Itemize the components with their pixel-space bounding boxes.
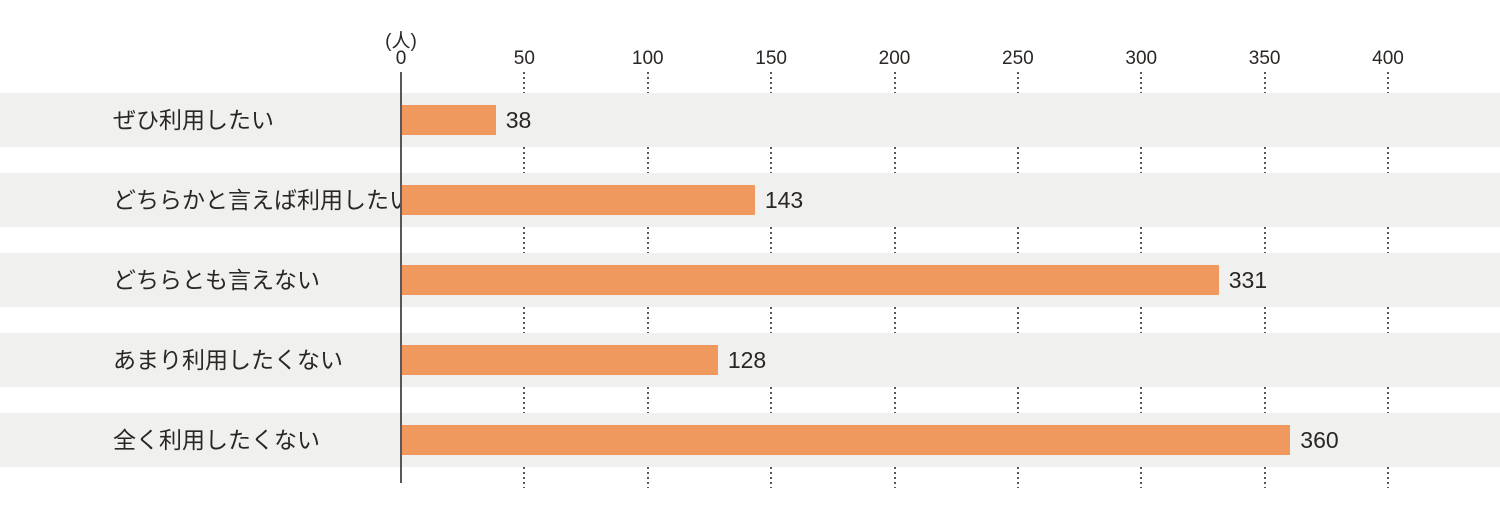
x-tick-label: 150 (755, 48, 787, 69)
row-band: ぜひ利用したい 38 (0, 93, 1500, 147)
row-band: どちらとも言えない 331 (0, 253, 1500, 307)
value-label: 360 (1300, 427, 1339, 453)
axis-unit-label: (人) (385, 31, 417, 52)
x-tick-label: 0 (395, 48, 407, 69)
bar (402, 265, 1219, 295)
bar (402, 345, 718, 375)
category-label: ぜひ利用したい (113, 107, 274, 133)
bar (402, 185, 755, 215)
x-tick-label: 350 (1248, 48, 1281, 69)
y-axis-line (400, 72, 402, 483)
category-label: 全く利用したくない (113, 427, 320, 453)
value-label: 143 (764, 187, 804, 213)
category-label: どちらかと言えば利用したい (113, 187, 412, 213)
x-tick-label: 100 (631, 48, 664, 69)
value-label: 38 (505, 107, 532, 133)
value-label: 331 (1228, 267, 1268, 293)
x-tick-label: 250 (1002, 48, 1034, 69)
x-tick-label: 300 (1125, 48, 1158, 69)
row-band: どちらかと言えば利用したい 143 (0, 173, 1500, 227)
x-tick-label: 400 (1372, 48, 1404, 69)
category-label: どちらとも言えない (113, 267, 320, 293)
bar (402, 425, 1291, 455)
row-band: 全く利用したくない 360 (0, 413, 1500, 467)
x-tick-label: 200 (878, 48, 911, 69)
category-label: あまり利用したくない (113, 347, 343, 373)
value-label: 128 (727, 347, 767, 373)
bar (402, 105, 496, 135)
x-tick-label: 50 (513, 48, 535, 69)
row-band: あまり利用したくない 128 (0, 333, 1500, 387)
